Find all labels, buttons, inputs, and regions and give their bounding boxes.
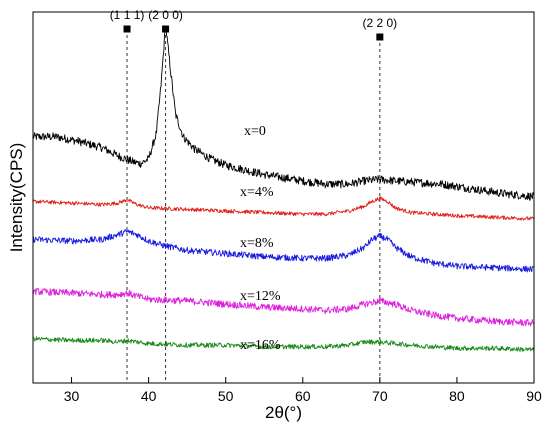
x-tick-label: 50 bbox=[218, 388, 234, 404]
y-axis-label: Intensity(CPS) bbox=[7, 143, 26, 253]
peak-marker-square bbox=[123, 25, 131, 33]
series-line bbox=[32, 27, 535, 201]
series-label: x=4% bbox=[240, 185, 274, 200]
series-line bbox=[32, 336, 535, 353]
series-lines bbox=[32, 27, 535, 353]
peak-marker-square bbox=[376, 33, 384, 41]
peak-index-label: (2 0 0) bbox=[148, 8, 183, 22]
x-tick-label: 90 bbox=[526, 388, 542, 404]
series-line bbox=[32, 229, 535, 273]
x-tick-label: 60 bbox=[295, 388, 311, 404]
series-line bbox=[32, 287, 535, 327]
x-tick-label: 80 bbox=[449, 388, 465, 404]
plot-frame bbox=[32, 11, 535, 384]
x-axis-label: 2θ(°) bbox=[265, 403, 302, 422]
x-axis-ticks: 30 40 50 60 70 80 90 bbox=[64, 377, 542, 404]
x-tick-label: 70 bbox=[372, 388, 388, 404]
series-label: x=8% bbox=[240, 236, 274, 251]
x-tick-label: 40 bbox=[141, 388, 157, 404]
series-line bbox=[32, 196, 535, 221]
x-tick-label: 30 bbox=[64, 388, 80, 404]
series-label: x=12% bbox=[240, 289, 281, 304]
series-label: x=16% bbox=[240, 338, 281, 353]
peak-index-label: (1 1 1) bbox=[110, 8, 145, 22]
peak-index-label: (2 2 0) bbox=[363, 16, 398, 30]
series-labels: x=0 x=4% x=8% x=12% x=16% bbox=[240, 124, 281, 353]
series-label: x=0 bbox=[244, 124, 266, 139]
